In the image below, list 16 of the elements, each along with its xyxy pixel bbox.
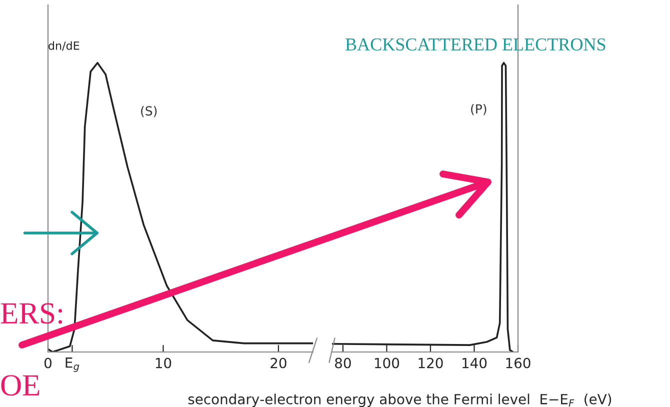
x-tick-label: 10 <box>156 358 172 368</box>
x-tick-label: 20 <box>270 358 286 368</box>
x-tick-label: 80 <box>335 358 351 368</box>
annotation: (P) <box>471 104 486 116</box>
x-tick-label: 160 <box>506 358 530 368</box>
annotation: (S) <box>141 106 157 118</box>
y-axis-title: dn/dE <box>48 41 80 51</box>
x-tick-label: 100 <box>374 358 400 368</box>
x-axis-title: secondary-electron energy above the Fermi level E−E$_{F}$ (eV) <box>188 394 612 407</box>
text: OE <box>1 375 40 396</box>
annotation: ERS: <box>0 303 62 324</box>
x-tick-label: E$_{g}$ <box>66 358 80 372</box>
x-tick-label: 0 <box>44 358 52 368</box>
x-tick-label: 140 <box>462 358 487 368</box>
x-tick-label: 120 <box>418 358 443 368</box>
text: BACKSCATTERED ELECTRONS <box>346 38 606 51</box>
